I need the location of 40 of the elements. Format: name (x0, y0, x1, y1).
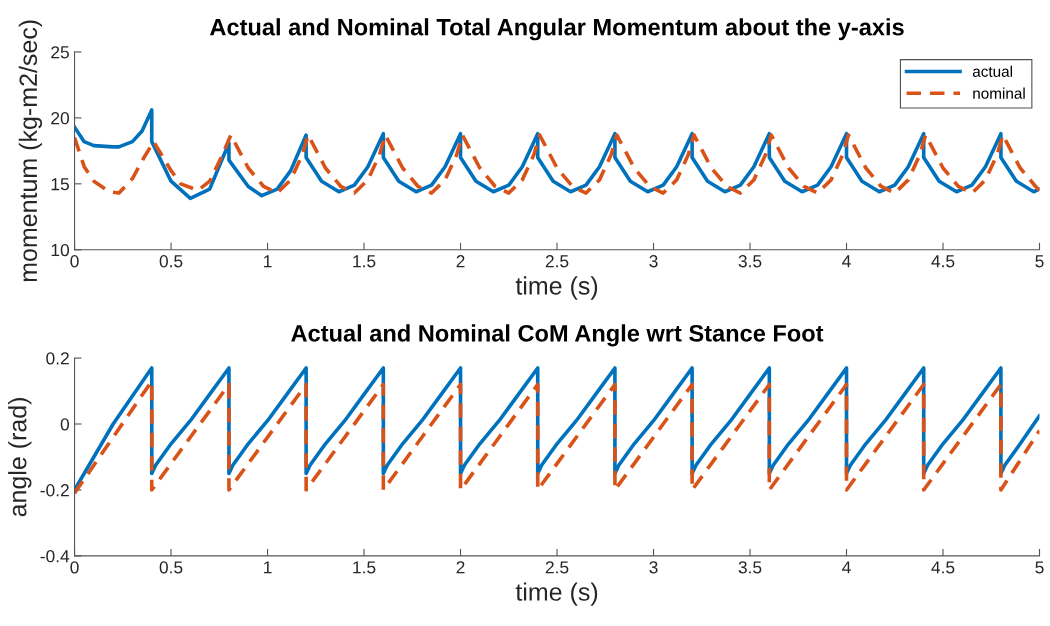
line-series (74, 133, 1040, 195)
x-tick-label: 2 (456, 255, 465, 268)
chart-title: Actual and Nominal Total Angular Momentum about the y-axis (210, 18, 904, 41)
x-tick-label: 0 (70, 561, 79, 574)
legend-label: actual (972, 65, 1012, 77)
y-tick-label: 0 (60, 418, 70, 431)
x-tick-label: 2 (456, 561, 465, 574)
legend-label: nominal (973, 87, 1025, 99)
y-tick-label: 0.2 (46, 352, 69, 365)
x-tick-label: 3 (649, 255, 658, 268)
x-tick-label: 0.5 (159, 561, 183, 574)
x-tick-label: 1.5 (353, 255, 376, 268)
y-tick-label: 15 (51, 178, 69, 191)
x-tick-label: 3.5 (738, 561, 762, 574)
y-tick-label: 25 (51, 46, 69, 59)
x-tick-label: 0 (70, 255, 79, 268)
y-tick-label: 20 (51, 112, 70, 125)
x-tick-label: 5 (1035, 255, 1044, 268)
y-tick-label: 10 (51, 243, 70, 257)
x-tick-label: 3.5 (738, 255, 762, 268)
x-tick-label: 2.5 (545, 561, 569, 574)
x-tick-label: 1.5 (353, 561, 376, 574)
x-tick-label: 2.5 (545, 255, 569, 268)
x-tick-label: 3 (649, 561, 658, 574)
x-tick-label: 4.5 (931, 561, 955, 574)
chart-title: Actual and Nominal CoM Angle wrt Stance Foot (291, 324, 824, 347)
x-axis-title: time (s) (515, 276, 598, 300)
x-tick-label: 0.5 (159, 255, 183, 268)
x-tick-label: 1 (264, 255, 272, 268)
x-tick-label: 4 (842, 255, 851, 268)
x-tick-label: 4.5 (931, 255, 955, 268)
y-axis-title: momentum (kg-m2/sec) (18, 20, 43, 282)
line-series (74, 108, 1040, 201)
x-tick-label: 5 (1035, 561, 1044, 574)
y-tick-label: -0.2 (40, 484, 69, 497)
x-tick-label: 4 (842, 561, 851, 574)
x-axis-title: time (s) (515, 582, 598, 606)
y-tick-label: -0.4 (40, 550, 70, 563)
x-tick-label: 1 (264, 561, 272, 574)
y-axis-title: angle (rad) (8, 398, 32, 517)
